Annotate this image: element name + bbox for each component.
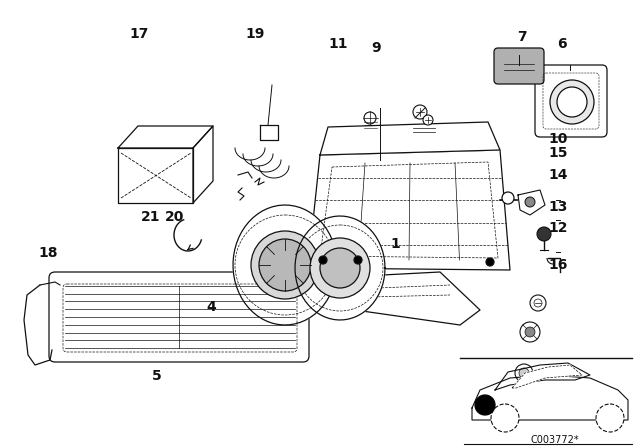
Circle shape — [525, 197, 535, 207]
Polygon shape — [308, 150, 510, 270]
Circle shape — [525, 327, 535, 337]
Text: 6: 6 — [557, 37, 567, 51]
Circle shape — [251, 231, 319, 299]
Polygon shape — [118, 148, 193, 203]
FancyBboxPatch shape — [49, 272, 309, 362]
Circle shape — [354, 256, 362, 264]
Polygon shape — [193, 126, 213, 203]
Circle shape — [423, 115, 433, 125]
Text: 21: 21 — [141, 210, 160, 224]
Text: 1: 1 — [390, 237, 401, 251]
Circle shape — [364, 112, 376, 124]
Text: 16: 16 — [548, 258, 568, 272]
Text: 2: 2 — [346, 241, 356, 256]
Polygon shape — [518, 190, 545, 215]
Circle shape — [475, 395, 495, 415]
Circle shape — [502, 192, 514, 204]
Circle shape — [537, 227, 551, 241]
Text: 11: 11 — [328, 37, 348, 51]
Text: 10: 10 — [548, 132, 568, 146]
Circle shape — [310, 238, 370, 298]
Circle shape — [486, 258, 494, 266]
Text: 19: 19 — [245, 26, 264, 41]
Text: 3: 3 — [291, 247, 301, 262]
Circle shape — [515, 364, 533, 382]
FancyBboxPatch shape — [494, 48, 544, 84]
Polygon shape — [472, 375, 628, 420]
Text: 9: 9 — [371, 41, 381, 56]
Text: 15: 15 — [548, 146, 568, 160]
Polygon shape — [320, 122, 500, 155]
Circle shape — [530, 295, 546, 311]
Text: 20: 20 — [164, 210, 184, 224]
Circle shape — [550, 80, 594, 124]
Polygon shape — [118, 126, 213, 148]
Circle shape — [491, 404, 519, 432]
Text: 12: 12 — [548, 221, 568, 236]
Polygon shape — [260, 125, 278, 140]
Text: 14: 14 — [548, 168, 568, 182]
Polygon shape — [320, 272, 480, 325]
Text: 13: 13 — [548, 200, 568, 214]
Polygon shape — [233, 205, 337, 325]
Text: 18: 18 — [38, 246, 58, 260]
Text: 5: 5 — [152, 369, 162, 383]
Circle shape — [520, 322, 540, 342]
Text: 7: 7 — [517, 30, 527, 44]
Circle shape — [534, 299, 542, 307]
Circle shape — [413, 105, 427, 119]
Circle shape — [557, 87, 587, 117]
Circle shape — [519, 368, 529, 378]
Polygon shape — [495, 363, 590, 390]
Text: 17: 17 — [130, 26, 149, 41]
Text: C003772*: C003772* — [531, 435, 579, 445]
FancyBboxPatch shape — [535, 65, 607, 137]
Circle shape — [320, 248, 360, 288]
Text: 8: 8 — [318, 249, 328, 263]
Circle shape — [596, 404, 624, 432]
Circle shape — [319, 256, 327, 264]
Polygon shape — [512, 365, 582, 388]
Text: 4: 4 — [206, 300, 216, 314]
Circle shape — [259, 239, 311, 291]
Polygon shape — [295, 216, 385, 320]
